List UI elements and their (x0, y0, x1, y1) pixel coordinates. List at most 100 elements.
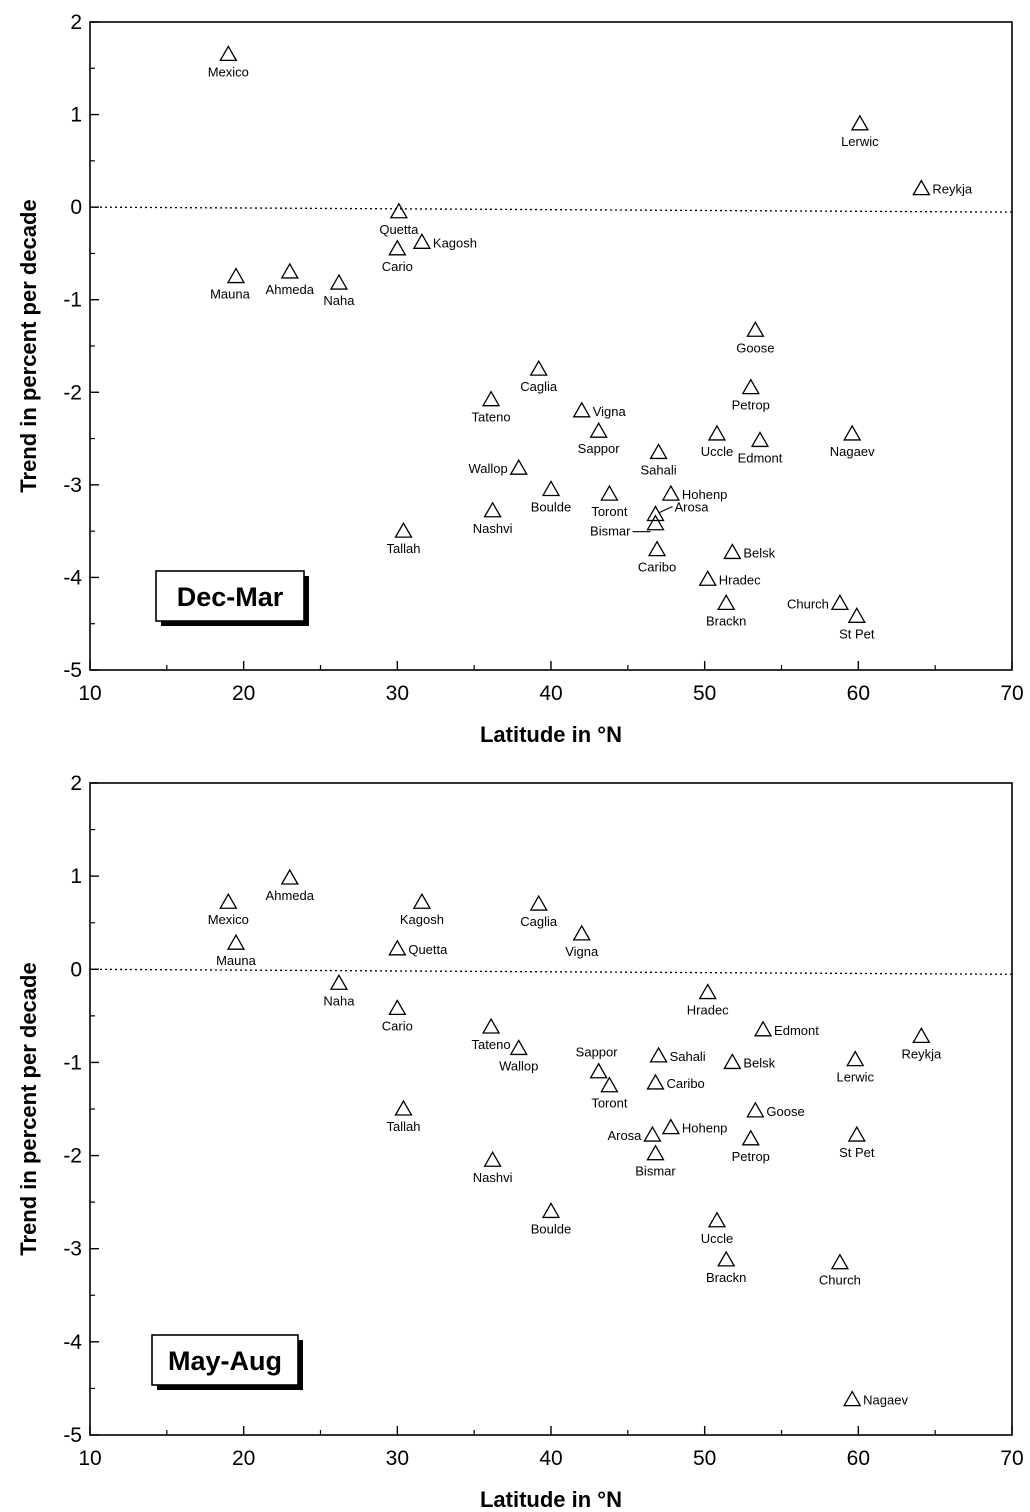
x-tick-label: 10 (78, 682, 101, 705)
data-point-caglia (529, 359, 548, 376)
point-label-boulde: Boulde (531, 499, 571, 514)
data-point-caribo (646, 1073, 665, 1090)
y-tick-label: 0 (70, 196, 82, 219)
point-label-st-pet: St Pet (839, 1145, 875, 1160)
point-label-ahmeda: Ahmeda (266, 282, 315, 297)
point-label-edmont: Edmont (738, 450, 783, 465)
data-point-mauna (226, 267, 246, 284)
x-tick-label: 20 (232, 682, 255, 705)
point-label-mexico: Mexico (208, 912, 249, 927)
y-axis-label: Trend in percent per decade (16, 962, 41, 1255)
data-point-mexico (219, 892, 238, 909)
point-label-kagosh: Kagosh (433, 235, 477, 250)
data-point-wallop (509, 1039, 528, 1056)
point-label-goose: Goose (736, 340, 774, 355)
data-point-kagosh (412, 892, 432, 909)
season-badge (151, 1334, 299, 1386)
point-label-edmont: Edmont (774, 1023, 819, 1038)
point-label-reykja: Reykja (901, 1046, 942, 1061)
data-point-nagaev (843, 1390, 862, 1407)
y-tick-label: -1 (63, 289, 82, 312)
point-label-hradec: Hradec (719, 572, 761, 587)
data-point-toront (600, 1076, 619, 1093)
data-point-naha (329, 973, 349, 990)
data-point-bismar (646, 514, 665, 531)
point-label-nagaev: Nagaev (863, 1393, 908, 1408)
data-point-uccle (707, 1211, 727, 1228)
data-point-kagosh (412, 233, 432, 249)
data-point-nashvi (483, 1150, 502, 1167)
season-label: May-Aug (168, 1346, 282, 1376)
data-point-cario (388, 999, 407, 1016)
point-label-sappor: Sappor (576, 1045, 619, 1060)
point-label-toront: Toront (591, 504, 628, 519)
x-tick-label: 20 (232, 1447, 255, 1470)
zero-reference-line (89, 206, 1013, 213)
x-tick-label: 70 (1000, 682, 1023, 705)
point-label-mauna: Mauna (210, 287, 251, 302)
y-tick-label: 1 (70, 865, 82, 888)
point-label-caglia: Caglia (520, 379, 558, 394)
y-tick-label: -4 (63, 1331, 82, 1354)
point-label-church: Church (787, 596, 829, 611)
point-label-caribo: Caribo (638, 560, 676, 575)
point-label-kagosh: Kagosh (400, 912, 444, 927)
y-tick-label: 1 (70, 104, 82, 127)
y-tick-label: -3 (63, 1238, 82, 1261)
data-point-hohenp (661, 1118, 680, 1135)
data-point-tallah (394, 521, 413, 538)
point-label-church: Church (819, 1273, 861, 1288)
data-point-boulde (541, 480, 561, 497)
point-label-sahali: Sahali (640, 462, 676, 477)
x-tick-label: 60 (847, 682, 870, 705)
point-label-lerwic: Lerwic (841, 134, 879, 149)
data-point-quetta (388, 939, 407, 956)
point-label-tallah: Tallah (386, 1119, 420, 1134)
data-point-church (830, 1253, 850, 1270)
point-label-goose: Goose (766, 1104, 804, 1119)
x-axis-label: Latitude in °N (480, 1487, 622, 1512)
y-tick-label: -2 (63, 381, 82, 404)
data-point-vigna (572, 924, 591, 941)
data-point-mauna (226, 933, 246, 950)
point-label-cario: Cario (382, 1018, 413, 1033)
data-point-hradec (698, 983, 717, 1000)
point-label-wallop: Wallop (499, 1058, 538, 1073)
point-label-belsk: Belsk (743, 545, 775, 560)
data-point-st-pet (847, 1125, 866, 1142)
data-point-st-pet (847, 606, 866, 623)
x-tick-label: 60 (847, 1447, 870, 1470)
x-axis-label: Latitude in °N (480, 722, 622, 747)
data-point-reykja (912, 179, 931, 196)
data-point-brackn (717, 594, 736, 610)
data-point-belsk (723, 543, 742, 560)
y-tick-label: 2 (70, 772, 82, 795)
zero-reference-line (89, 968, 1013, 975)
data-point-sappor (589, 421, 608, 438)
point-label-hohenp: Hohenp (682, 487, 728, 502)
data-point-arosa (643, 1125, 662, 1142)
data-point-arosa (646, 505, 665, 522)
y-tick-label: -5 (63, 659, 82, 682)
point-label-tateno: Tateno (472, 1037, 511, 1052)
y-tick-label: -4 (63, 566, 82, 589)
data-point-vigna (572, 401, 591, 418)
point-label-bismar: Bismar (590, 524, 631, 539)
point-label-arosa: Arosa (607, 1128, 642, 1143)
point-label-st-pet: St Pet (839, 626, 875, 641)
data-point-sappor (589, 1062, 608, 1079)
point-label-hohenp: Hohenp (682, 1121, 728, 1136)
data-point-petrop (741, 378, 760, 395)
data-point-ahmeda (280, 262, 299, 279)
x-tick-label: 30 (386, 682, 409, 705)
point-label-bismar: Bismar (635, 1164, 676, 1179)
point-label-cario: Cario (382, 259, 413, 274)
y-tick-label: -1 (63, 1051, 82, 1074)
point-label-quetta: Quetta (379, 222, 419, 237)
data-point-goose (746, 320, 765, 337)
y-tick-label: -2 (63, 1145, 82, 1168)
season-badge (155, 570, 305, 622)
season-label: Dec-Mar (177, 582, 284, 612)
point-label-sappor: Sappor (578, 441, 621, 456)
